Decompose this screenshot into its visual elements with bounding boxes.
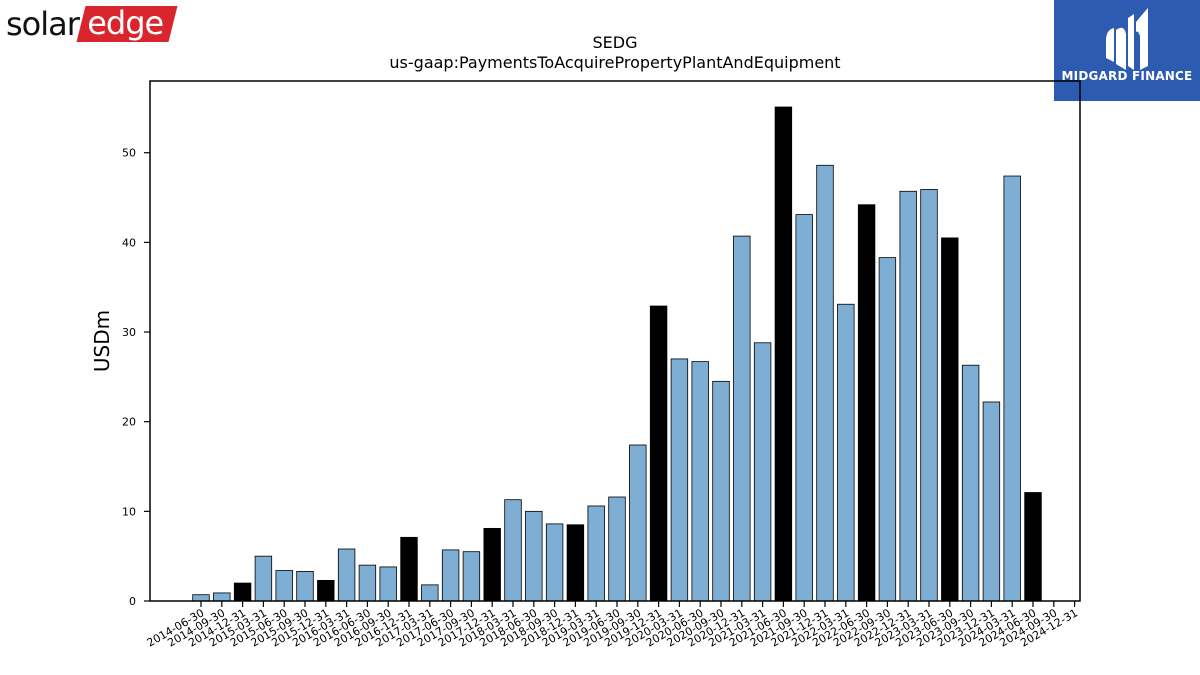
- bar-2024-03-31: [1003, 175, 1021, 602]
- bar-2021-03-31: [753, 342, 772, 602]
- bar-2022-12-31: [899, 190, 917, 602]
- bar-2014-06-30: [192, 594, 210, 602]
- bar-2015-12-31: [317, 579, 335, 602]
- bar-2017-09-30: [462, 551, 481, 602]
- bar-2019-06-30: [608, 496, 626, 602]
- bar-2018-09-30: [545, 523, 564, 602]
- midgard-finance-wordmark: MIDGARD FINANCE: [1061, 69, 1193, 83]
- y-axis-label: USDm: [90, 310, 114, 372]
- bar-2020-12-31: [733, 235, 751, 602]
- bar-2022-09-30: [878, 257, 897, 602]
- bar-2018-06-30: [525, 510, 543, 602]
- bar-2017-12-31: [483, 527, 501, 602]
- y-tick-label-30: 30: [122, 326, 136, 339]
- solaredge-logo-text-solar: solar: [6, 5, 80, 43]
- bar-2022-06-30: [857, 204, 876, 602]
- bar-2020-03-31: [670, 358, 689, 602]
- y-tick-label-10: 10: [122, 505, 136, 518]
- y-axis: 0 10 20 30 40 50: [122, 147, 150, 608]
- bar-2021-09-30: [795, 214, 813, 602]
- chart-title: SEDG: [593, 33, 638, 52]
- bar-2023-06-30: [941, 237, 959, 602]
- bar-2021-12-31: [816, 164, 834, 602]
- bar-2016-03-31: [337, 548, 356, 602]
- x-axis: 2014-06-302014-09-302014-12-312015-03-31…: [145, 601, 1080, 650]
- bar-2022-03-31: [837, 303, 855, 602]
- bar-2020-09-30: [712, 380, 730, 602]
- bar-2018-12-31: [566, 524, 585, 602]
- midgard-finance-logo: MIDGARD FINANCE: [1054, 0, 1200, 101]
- bar-2018-03-31: [504, 499, 522, 602]
- y-tick-label-50: 50: [122, 147, 136, 160]
- y-tick-label-20: 20: [122, 416, 136, 429]
- bar-2016-06-30: [358, 564, 377, 602]
- bar-2016-12-31: [400, 536, 418, 602]
- plot-frame: [149, 80, 1081, 602]
- bar-2016-09-30: [379, 566, 397, 602]
- y-tick-label-0: 0: [129, 595, 136, 608]
- bar-2015-06-30: [275, 570, 293, 602]
- bar-2020-06-30: [691, 361, 709, 602]
- bar-2023-09-30: [961, 364, 980, 602]
- bar-2014-12-31: [233, 582, 252, 602]
- bar-2019-03-31: [587, 505, 605, 602]
- bar-2023-03-31: [920, 189, 938, 602]
- bar-2021-06-30: [774, 106, 793, 602]
- bar-2015-09-30: [296, 571, 314, 602]
- bar-2023-12-31: [982, 401, 1001, 602]
- bar-2015-03-31: [254, 555, 273, 602]
- y-tick-label-40: 40: [122, 236, 136, 249]
- bar-2019-12-31: [649, 305, 668, 602]
- bar-2019-09-30: [629, 444, 647, 602]
- midgard-emblem-icon: [1106, 8, 1148, 70]
- bar-2024-06-30: [1024, 492, 1042, 602]
- bar-2014-09-30: [213, 592, 231, 602]
- bar-2017-06-30: [441, 549, 460, 602]
- solaredge-logo: solar edge: [6, 4, 178, 44]
- bar-2017-03-31: [421, 584, 439, 602]
- chart-subtitle: us-gaap:PaymentsToAcquirePropertyPlantAn…: [389, 53, 840, 72]
- bars-group: [192, 106, 1042, 602]
